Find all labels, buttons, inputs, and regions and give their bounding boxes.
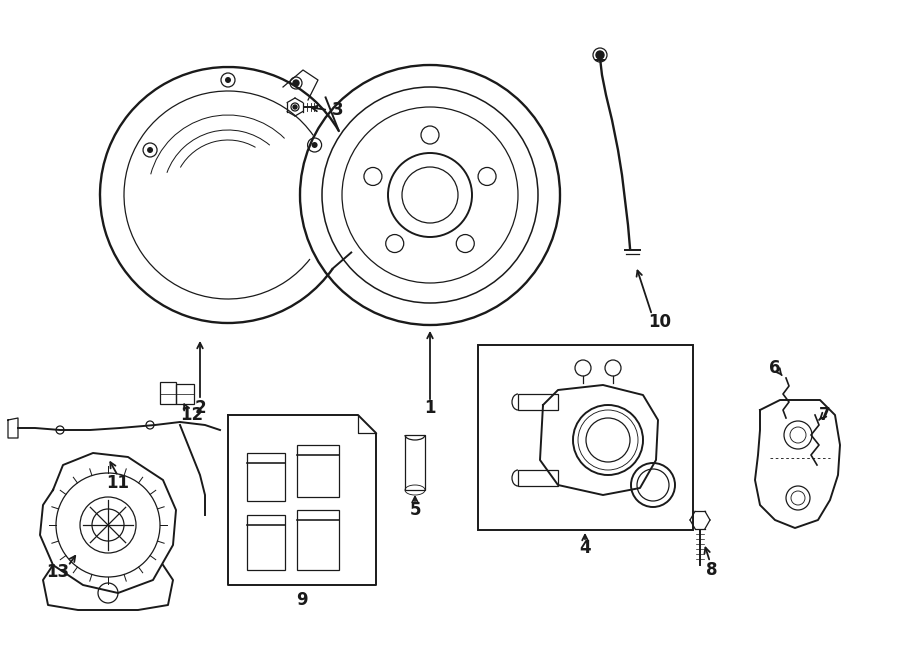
Text: 3: 3 bbox=[332, 101, 344, 119]
Text: 5: 5 bbox=[410, 501, 421, 519]
Text: 1: 1 bbox=[424, 399, 436, 417]
Text: 7: 7 bbox=[819, 406, 831, 424]
Circle shape bbox=[311, 142, 318, 148]
Bar bbox=[405, 435, 425, 490]
Text: 13: 13 bbox=[47, 563, 69, 581]
Text: 11: 11 bbox=[106, 474, 130, 492]
Bar bbox=[297, 510, 339, 570]
Text: 2: 2 bbox=[194, 399, 206, 417]
Text: 12: 12 bbox=[180, 406, 203, 424]
Bar bbox=[478, 345, 693, 530]
Text: 9: 9 bbox=[296, 591, 308, 609]
Circle shape bbox=[293, 80, 299, 86]
Bar bbox=[160, 382, 176, 404]
Text: 8: 8 bbox=[706, 561, 718, 579]
Bar bbox=[247, 515, 285, 570]
Bar bbox=[518, 470, 558, 486]
Circle shape bbox=[596, 51, 604, 59]
Circle shape bbox=[225, 77, 231, 83]
Bar bbox=[297, 445, 339, 497]
Bar bbox=[176, 384, 194, 404]
Circle shape bbox=[147, 147, 153, 153]
Bar bbox=[247, 453, 285, 501]
Bar bbox=[518, 394, 558, 410]
Text: 6: 6 bbox=[770, 359, 781, 377]
Circle shape bbox=[293, 105, 297, 109]
Text: 4: 4 bbox=[580, 539, 590, 557]
Text: 10: 10 bbox=[649, 313, 671, 331]
